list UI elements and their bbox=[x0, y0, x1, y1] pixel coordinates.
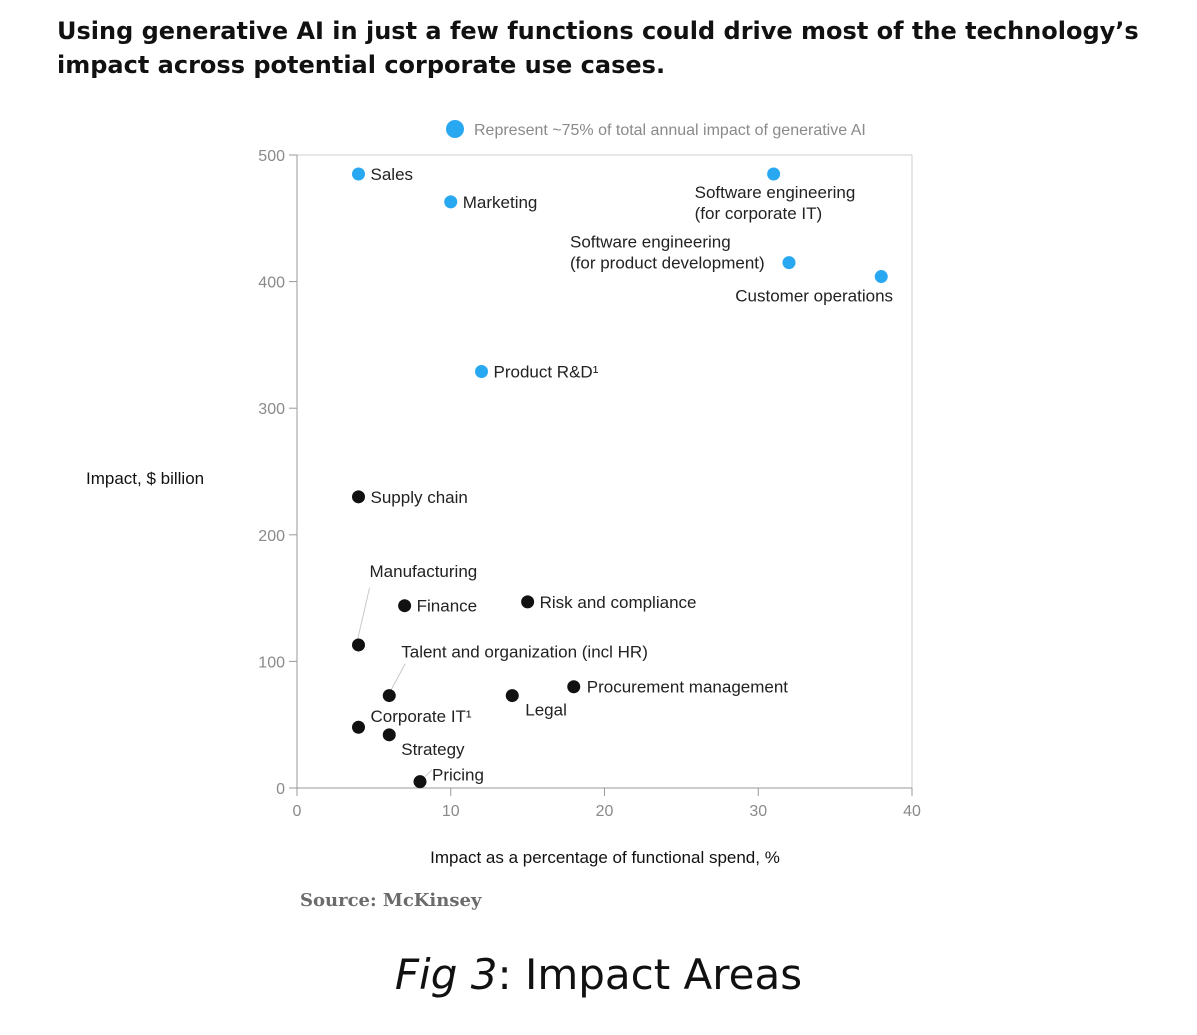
caption-text: : Impact Areas bbox=[497, 950, 803, 999]
chart-title: Using generative AI in just a few functi… bbox=[57, 17, 1139, 79]
y-tick-label: 100 bbox=[258, 654, 285, 671]
x-tick-label: 40 bbox=[903, 803, 921, 820]
point-label: Legal bbox=[525, 701, 567, 720]
data-point bbox=[398, 599, 412, 613]
y-tick-label: 500 bbox=[258, 148, 285, 165]
figure-caption: Fig 3: Impact Areas bbox=[0, 950, 1197, 999]
point-label: Software engineering bbox=[695, 183, 856, 202]
legend-marker bbox=[446, 120, 464, 138]
x-tick-label: 10 bbox=[442, 803, 460, 820]
point-label: Finance bbox=[417, 597, 477, 616]
label-leader-line bbox=[357, 587, 370, 641]
caption-fig-number: Fig 3 bbox=[394, 950, 498, 999]
data-point bbox=[521, 595, 535, 609]
point-label: Customer operations bbox=[735, 287, 893, 306]
point-label: Strategy bbox=[401, 740, 465, 759]
highlight-point bbox=[874, 270, 888, 284]
highlight-point bbox=[782, 256, 796, 270]
y-tick-label: 200 bbox=[258, 528, 285, 545]
data-point bbox=[505, 689, 519, 703]
data-point bbox=[382, 689, 396, 703]
x-axis-title: Impact as a percentage of functional spe… bbox=[430, 848, 780, 867]
x-tick-label: 20 bbox=[596, 803, 614, 820]
x-tick-label: 0 bbox=[293, 803, 302, 820]
point-label: Corporate IT¹ bbox=[371, 707, 472, 726]
highlight-point bbox=[767, 167, 781, 181]
highlight-point bbox=[352, 167, 365, 181]
point-label: Talent and organization (incl HR) bbox=[401, 643, 648, 662]
data-point bbox=[352, 638, 365, 652]
data-point bbox=[352, 490, 365, 504]
point-label: Software engineering bbox=[570, 233, 731, 252]
point-label: Procurement management bbox=[587, 678, 789, 697]
highlight-point bbox=[475, 364, 488, 378]
point-label: Sales bbox=[371, 165, 414, 184]
data-point bbox=[413, 775, 427, 789]
point-label: Marketing bbox=[463, 193, 538, 212]
x-tick-label: 30 bbox=[749, 803, 767, 820]
data-point bbox=[567, 680, 581, 694]
point-label: (for product development) bbox=[570, 254, 765, 273]
data-point bbox=[382, 728, 396, 742]
legend-label: Represent ~75% of total annual impact of… bbox=[474, 122, 866, 139]
label-leader-line bbox=[424, 769, 433, 778]
scatter-chart: 0 100 200 300 400 500 0 10 20 30 40 Impact as a per… bbox=[86, 120, 921, 867]
source-note: Source: McKinsey bbox=[300, 890, 482, 911]
y-tick-label: 300 bbox=[258, 401, 285, 418]
point-label: Product R&D¹ bbox=[494, 362, 599, 381]
y-tick-label: 0 bbox=[276, 781, 285, 798]
highlight-point bbox=[444, 195, 458, 209]
y-axis-title: Impact, $ billion bbox=[86, 469, 204, 488]
label-leader-line bbox=[390, 663, 406, 690]
point-label: (for corporate IT) bbox=[695, 204, 823, 223]
data-point bbox=[352, 720, 365, 734]
point-label: Risk and compliance bbox=[540, 593, 697, 612]
point-label: Supply chain bbox=[371, 488, 468, 507]
point-label: Pricing bbox=[432, 766, 484, 785]
y-tick-label: 400 bbox=[258, 275, 285, 292]
point-label: Manufacturing bbox=[370, 562, 478, 581]
